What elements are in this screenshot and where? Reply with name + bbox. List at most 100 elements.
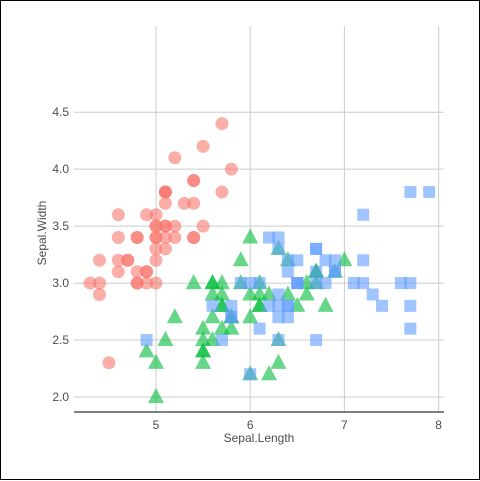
circle-point — [158, 242, 172, 256]
triangle-point — [195, 331, 212, 347]
x-tick-label: 6 — [247, 418, 254, 432]
square-point — [394, 277, 407, 290]
circle-point — [168, 219, 182, 233]
circle-point — [158, 185, 172, 199]
square-point — [272, 242, 285, 255]
square-point — [272, 288, 285, 301]
triangle-point — [157, 331, 174, 347]
square-point — [376, 299, 389, 312]
circle-point — [102, 356, 116, 370]
square-point — [281, 265, 294, 278]
y-tick-label: 3.5 — [52, 219, 69, 233]
triangle-point — [242, 285, 259, 301]
data-points — [83, 117, 436, 403]
circle-point — [111, 231, 125, 245]
circle-point — [196, 139, 210, 153]
y-tick-label: 2.0 — [52, 390, 69, 404]
square-point — [310, 277, 323, 290]
square-point — [206, 299, 219, 312]
y-tick-label: 3.0 — [52, 276, 69, 290]
circle-point — [149, 219, 163, 233]
square-point — [357, 208, 370, 221]
square-point — [244, 368, 257, 381]
circle-point — [158, 196, 172, 210]
square-point — [357, 277, 370, 290]
square-point — [404, 277, 417, 290]
square-point — [253, 277, 266, 290]
square-point — [291, 254, 304, 267]
circle-point — [130, 276, 144, 290]
square-point — [310, 334, 323, 347]
square-point — [310, 242, 323, 255]
square-point — [272, 231, 285, 244]
grid — [74, 26, 444, 412]
triangle-point — [242, 308, 259, 324]
square-point — [225, 299, 238, 312]
triangle-point — [317, 296, 334, 312]
triangle-point — [138, 342, 155, 358]
circle-point — [187, 174, 201, 188]
triangle-point — [232, 251, 249, 267]
triangle-point — [148, 388, 164, 403]
square-point — [357, 254, 370, 267]
square-point — [319, 277, 332, 290]
circle-point — [149, 208, 163, 222]
y-tick-label: 2.5 — [52, 333, 69, 347]
circle-point — [158, 231, 172, 245]
triangle-point — [185, 274, 202, 290]
circle-point — [92, 287, 106, 301]
square-point — [404, 322, 417, 335]
axes: 5 6 7 8 2.0 2.5 3.0 3.5 4.0 4.5 — [52, 105, 444, 432]
square-point — [281, 299, 294, 312]
circle-point — [187, 231, 201, 245]
square-point — [328, 265, 341, 278]
square-point — [272, 299, 285, 312]
x-tick-label: 7 — [341, 418, 348, 432]
circle-point — [215, 185, 229, 199]
square-point — [225, 311, 238, 324]
circle-point — [224, 162, 238, 176]
square-point — [404, 299, 417, 312]
circle-point — [130, 265, 144, 279]
triangle-point — [270, 353, 287, 369]
square-point — [291, 277, 304, 290]
x-tick-label: 8 — [435, 418, 442, 432]
circle-point — [196, 219, 210, 233]
circle-point — [92, 253, 106, 267]
square-point — [253, 322, 266, 335]
triangle-point — [298, 285, 315, 301]
circle-point — [215, 117, 229, 131]
y-axis-title: Sepal.Width — [35, 201, 49, 266]
triangle-point — [213, 274, 230, 290]
circle-point — [140, 276, 154, 290]
square-point — [423, 185, 436, 198]
circle-point — [187, 196, 201, 210]
triangle-point — [166, 308, 183, 324]
circle-point — [140, 265, 154, 279]
y-tick-label: 4.5 — [52, 105, 69, 119]
triangle-point — [261, 365, 278, 381]
circle-point — [149, 231, 163, 245]
square-point — [272, 334, 285, 347]
triangle-point — [195, 342, 212, 358]
x-tick-label: 5 — [153, 418, 160, 432]
y-tick-label: 4.0 — [52, 162, 69, 176]
circle-point — [168, 231, 182, 245]
square-point — [319, 254, 332, 267]
square-point — [244, 277, 257, 290]
circle-point — [111, 265, 125, 279]
square-point — [404, 185, 417, 198]
square-point — [281, 311, 294, 324]
square-point — [310, 265, 323, 278]
square-point — [215, 334, 228, 347]
circle-point — [111, 208, 125, 222]
square-point — [281, 254, 294, 267]
triangle-point — [223, 319, 240, 335]
circle-point — [149, 253, 163, 267]
square-point — [140, 334, 153, 347]
circle-point — [177, 196, 191, 210]
circle-point — [83, 276, 97, 290]
square-point — [347, 277, 360, 290]
square-point — [366, 288, 379, 301]
